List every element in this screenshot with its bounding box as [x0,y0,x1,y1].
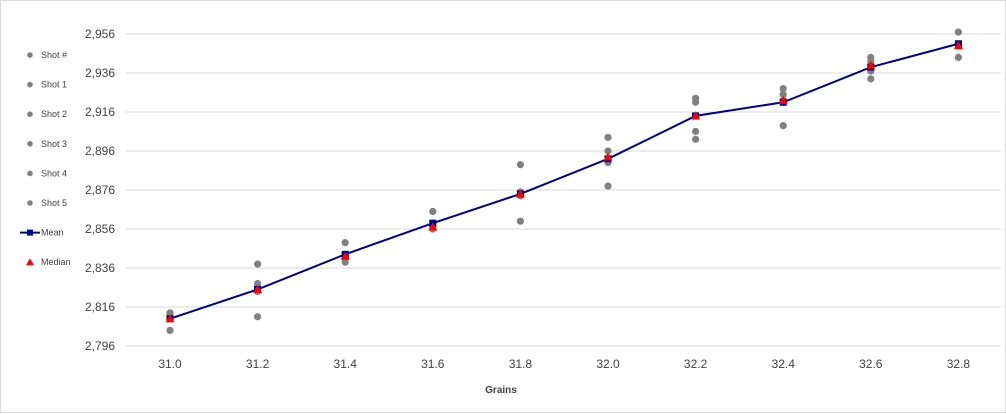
y-tick-label: 2,796 [85,339,115,353]
x-axis-title: Grains [485,385,517,396]
y-tick-label: 2,936 [85,66,115,80]
gridlines [126,33,1001,347]
data-point [604,182,612,190]
data-point [341,258,349,266]
x-tick-label: 32.8 [947,357,971,371]
x-tick-label: 31.6 [421,357,445,371]
data-point [779,85,787,93]
data-point [604,133,612,141]
data-point [604,147,612,155]
data-point [516,217,525,225]
x-tick-label: 31.0 [158,357,182,371]
median-marker [428,222,438,231]
legend-label: Shot # [41,50,67,60]
data-point [429,207,437,216]
median-marker [866,60,876,69]
data-point [166,326,174,334]
data-point [692,135,700,143]
legend-label: Median [41,257,71,267]
median-marker [778,95,788,104]
x-tick-label: 31.4 [334,357,358,371]
x-tick-label: 31.2 [246,357,270,371]
legend-label: Shot 3 [41,139,67,149]
y-tick-label: 2,856 [85,222,115,236]
median-marker [953,41,963,50]
data-point [867,75,875,83]
legend-marker [27,111,33,117]
data-point [692,98,700,106]
legend-marker [27,141,33,147]
x-tick-label: 32.0 [596,357,620,371]
y-tick-label: 2,836 [85,261,115,275]
plot-area [165,28,963,334]
data-point [779,122,787,130]
median-marker [165,314,175,323]
y-tick-label: 2,816 [85,300,115,314]
legend-label: Shot 4 [41,168,67,178]
legend-marker [27,229,33,236]
x-tick-label: 32.4 [772,357,796,371]
x-axis-ticks: 31.0 31.2 31.4 31.6 31.8 32.0 32.2 32.4 32.6 32.8 [158,357,970,371]
y-axis-ticks: 2,796 2,816 2,836 2,856 2,876 2,896 2,916 2,936… [85,27,115,353]
median-marker [340,251,350,260]
y-tick-label: 2,876 [85,183,115,197]
x-tick-label: 32.6 [859,357,883,371]
median-marker [691,111,701,120]
data-point [254,280,262,288]
x-tick-label: 31.8 [509,357,533,371]
median-marker [515,189,525,198]
legend-label: Shot 2 [41,109,67,119]
y-tick-label: 2,916 [85,105,115,119]
y-tick-label: 2,896 [85,144,115,158]
x-tick-label: 32.2 [684,357,708,371]
legend: Shot # Shot 1 Shot 2 Shot 3 Shot 4 Shot 5 Mean… [20,50,71,267]
data-point [341,239,349,247]
legend-marker [27,52,33,58]
legend-marker [26,258,34,266]
legend-marker [27,170,33,177]
data-point [954,53,963,62]
data-point [779,90,787,99]
legend-marker [27,200,33,206]
legend-marker [27,81,33,88]
data-point [692,127,700,136]
data-point [254,260,262,268]
mean-line [169,42,959,320]
legend-label: Mean [41,228,64,238]
median-marker [603,152,613,161]
data-point [954,28,963,36]
y-tick-label: 2,956 [85,27,115,41]
legend-label: Shot 1 [41,80,67,90]
median-marker [253,284,263,293]
data-point [516,161,525,169]
data-point [254,313,262,321]
legend-label: Shot 5 [41,198,67,208]
